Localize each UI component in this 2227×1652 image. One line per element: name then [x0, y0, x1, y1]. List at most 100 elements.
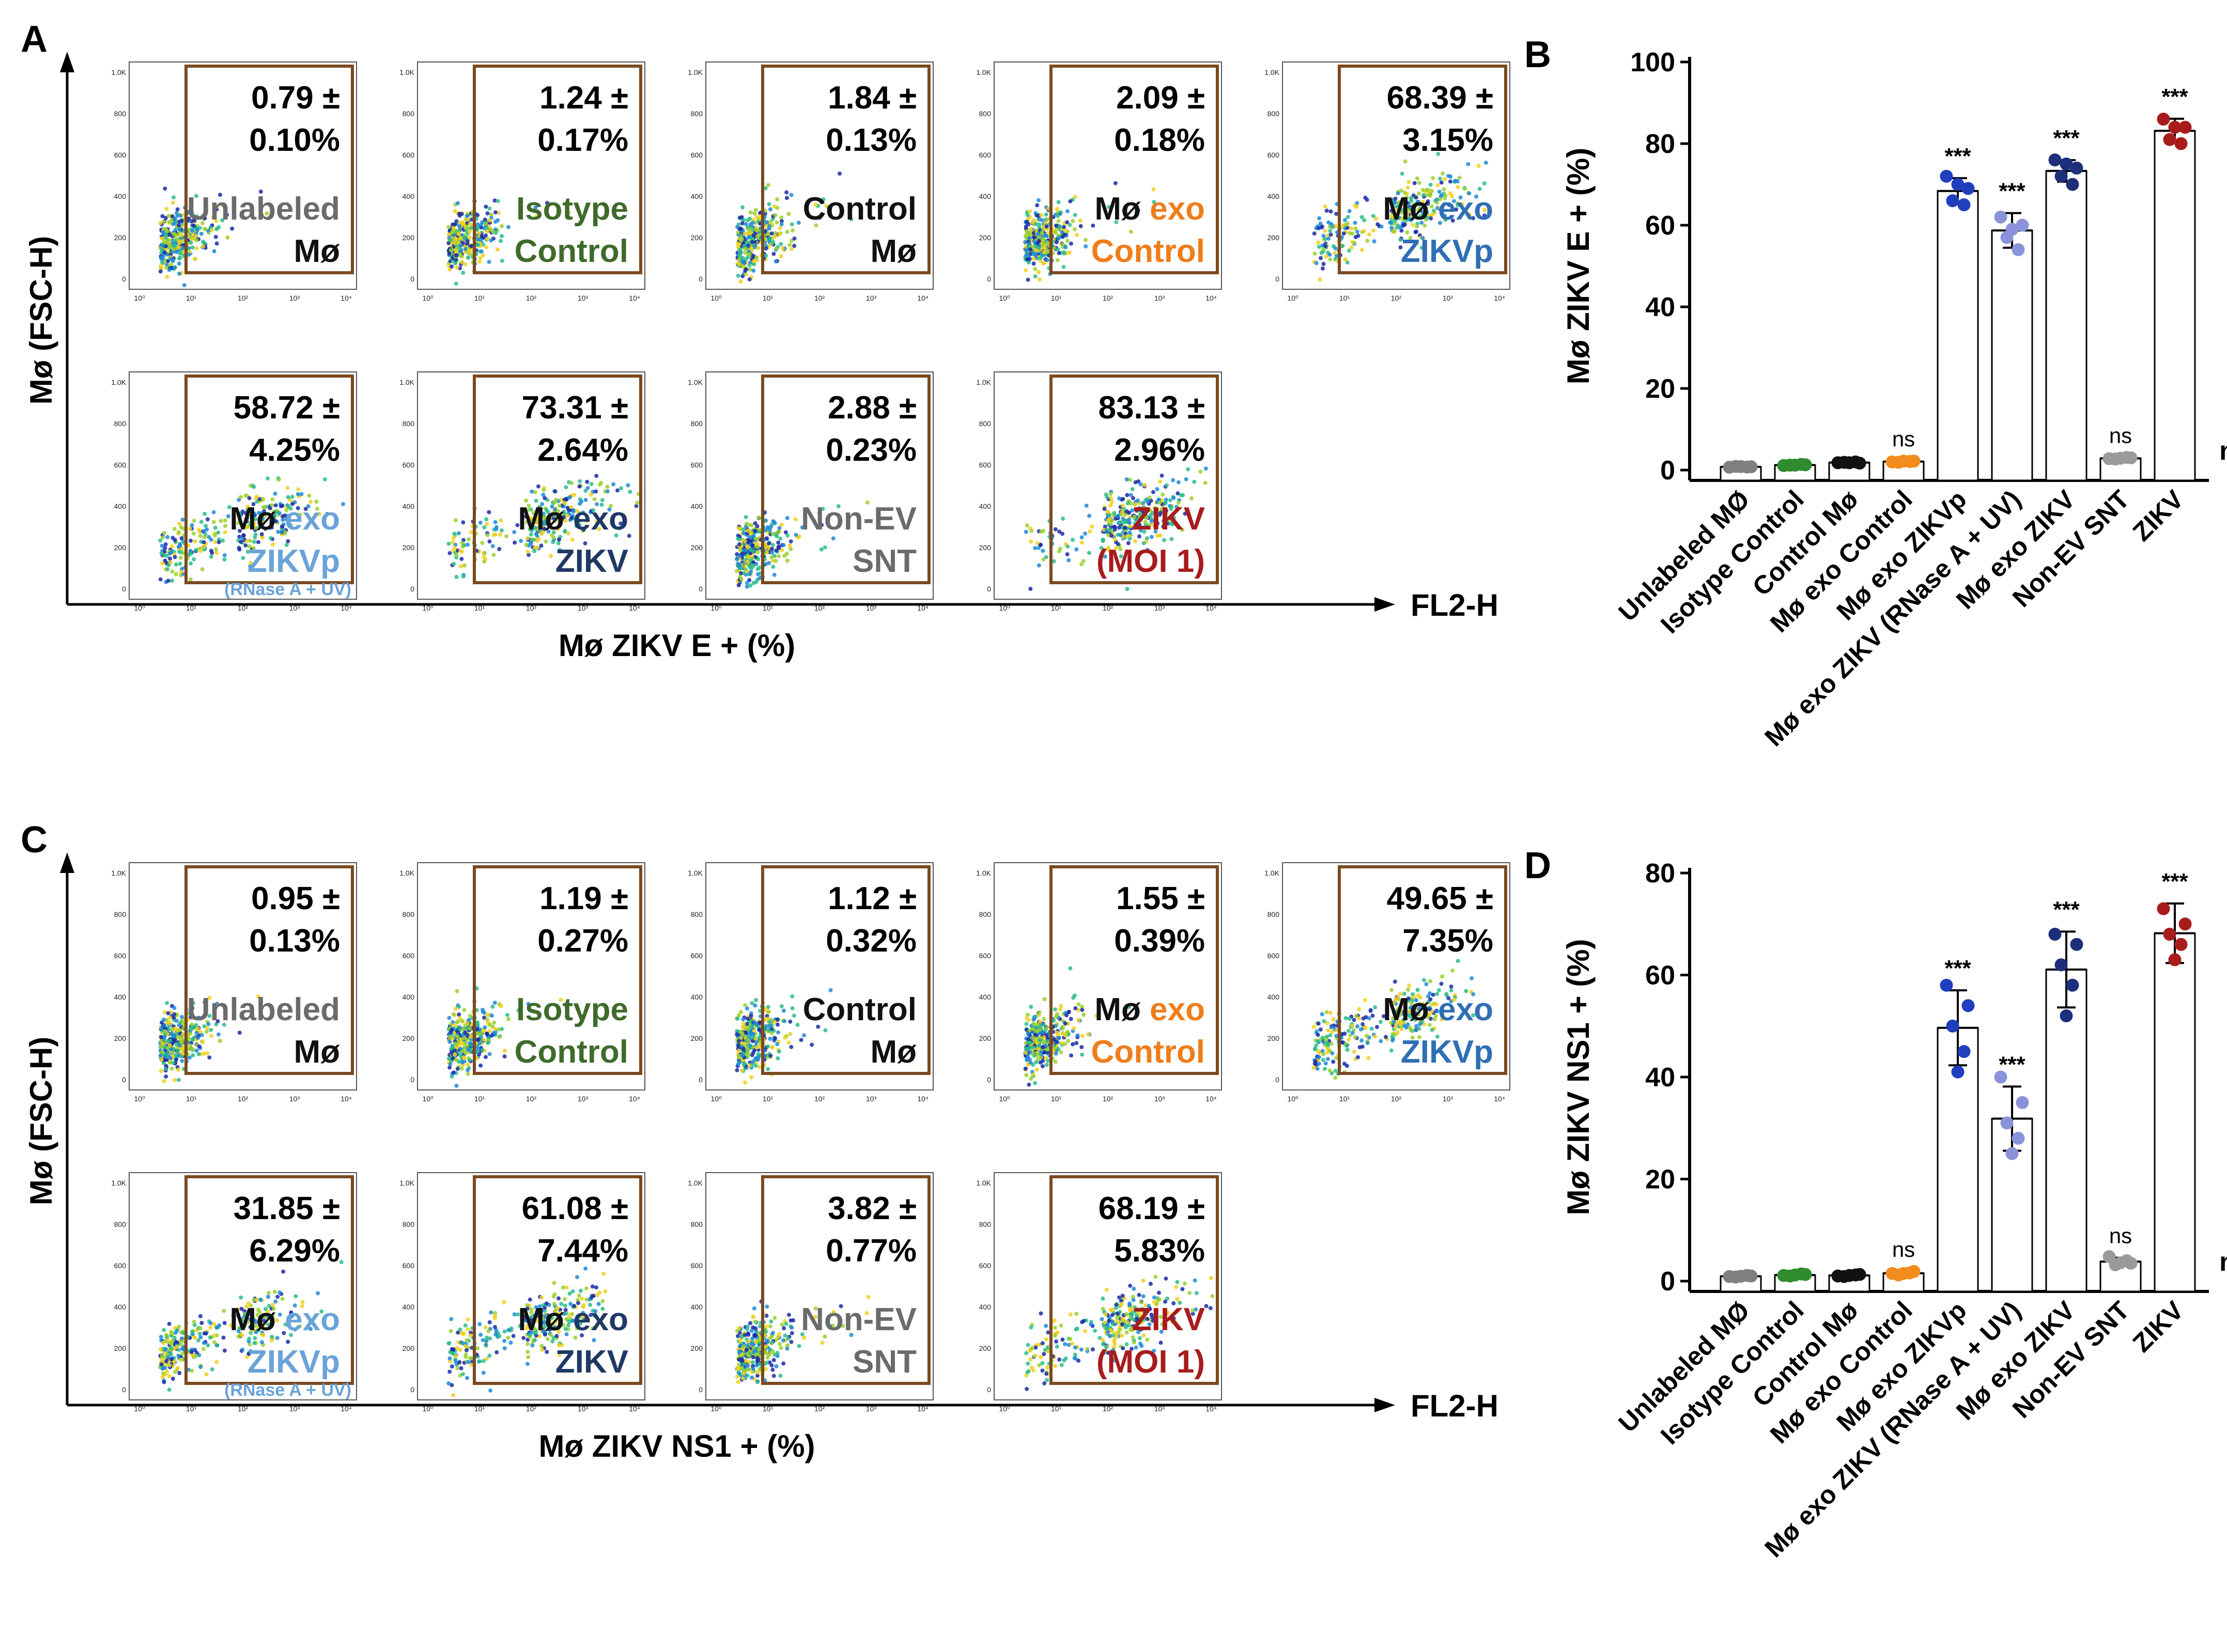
sample-label: Mø exo: [518, 501, 628, 537]
cell-dot: [495, 247, 500, 252]
cell-dot: [776, 1022, 780, 1027]
cell-dot: [1164, 483, 1169, 488]
cell-dot: [1042, 250, 1046, 255]
cell-dot: [795, 1023, 800, 1027]
cell-dot: [458, 564, 463, 569]
cell-dot: [1027, 257, 1032, 261]
cell-dot: [487, 510, 491, 515]
cell-dot: [750, 1039, 755, 1043]
cell-dot: [1328, 209, 1333, 214]
data-point: [2048, 153, 2062, 167]
x-tick-label: 10⁰: [1287, 294, 1298, 302]
cell-dot: [775, 220, 779, 225]
cell-dot: [490, 544, 495, 549]
percent-sd: 0.13%: [826, 122, 917, 158]
cell-dot: [491, 553, 496, 557]
cell-dot: [611, 482, 615, 487]
y-tick-label: 400: [691, 502, 703, 510]
cell-dot: [773, 1036, 777, 1040]
cell-dot: [1176, 491, 1180, 496]
cell-dot: [1189, 496, 1194, 501]
cell-dot: [164, 262, 169, 267]
y-axis-title: Mø ZIKV E + (%): [1561, 148, 1596, 384]
cell-dot: [1032, 239, 1037, 244]
cell-dot: [738, 226, 743, 231]
cell-dot: [789, 193, 794, 197]
cell-dot: [770, 532, 775, 536]
cell-dot: [1161, 492, 1165, 497]
cell-dot: [209, 549, 213, 553]
x-tick-label: 10⁰: [710, 294, 722, 302]
cell-dot: [1456, 959, 1460, 963]
cell-dot: [779, 222, 784, 227]
cell-dot: [176, 245, 180, 250]
cell-dot: [1042, 997, 1047, 1002]
cell-dot: [1343, 1016, 1348, 1020]
cell-dot: [180, 1037, 184, 1041]
cell-dot: [1327, 253, 1332, 257]
percent-sd: 0.23%: [826, 432, 917, 468]
cell-dot: [775, 197, 780, 201]
y-tick-label: 400: [691, 993, 703, 1001]
cell-dot: [1060, 1025, 1065, 1030]
cell-dot: [1184, 477, 1188, 481]
cell-dot: [1405, 185, 1410, 190]
cell-dot: [1457, 175, 1462, 180]
cell-dot: [1037, 1027, 1042, 1032]
x-tick-label: 10³: [578, 1095, 589, 1103]
cell-dot: [1406, 180, 1411, 184]
cell-dot: [1314, 1043, 1319, 1048]
cell-dot: [1033, 267, 1038, 271]
cell-dot: [1039, 529, 1044, 534]
data-point: [1843, 456, 1856, 470]
bar: [2154, 130, 2196, 481]
y-tick-label: 600: [114, 1261, 127, 1270]
cell-dot: [457, 1005, 461, 1009]
cell-dot: [785, 229, 790, 234]
cell-dot: [168, 1016, 173, 1020]
cell-dot: [175, 1019, 179, 1023]
cell-dot: [173, 1026, 178, 1031]
cell-dot: [740, 1041, 745, 1046]
cell-dot: [1390, 1038, 1395, 1043]
cell-dot: [744, 222, 748, 226]
cell-dot: [1045, 217, 1049, 222]
data-point: [2005, 223, 2019, 236]
cell-dot: [1056, 200, 1061, 205]
cell-dot: [752, 211, 757, 216]
cell-dot: [1024, 1051, 1028, 1055]
cell-dot: [750, 556, 755, 560]
y-tick-label: 800: [979, 419, 992, 428]
cell-dot: [174, 572, 178, 576]
significance-label: ***: [1999, 179, 2025, 204]
cell-dot: [773, 234, 778, 239]
y-tick-label: 400: [979, 993, 992, 1001]
x-tick-label: 10²: [238, 1095, 249, 1103]
cell-dot: [190, 1047, 195, 1051]
cell-dot: [1065, 220, 1070, 225]
cell-dot: [171, 1061, 176, 1065]
cell-dot: [190, 229, 195, 233]
cell-dot: [1359, 1038, 1364, 1043]
sample-label: Unlabeled: [187, 992, 340, 1027]
cell-dot: [1321, 1058, 1325, 1062]
y-tick-label: 600: [114, 151, 127, 159]
cell-dot: [512, 530, 517, 535]
cell-dot: [1060, 230, 1064, 235]
cell-dot: [199, 520, 204, 524]
cell-dot: [491, 533, 496, 537]
cell-dot: [1321, 233, 1326, 238]
cell-dot: [172, 231, 176, 236]
x-tick-label: 10¹: [1051, 604, 1062, 612]
x-tick-label: 10³: [866, 294, 877, 302]
cell-dot: [1323, 204, 1327, 209]
cell-dot: [461, 270, 466, 275]
cell-dot: [1112, 537, 1117, 542]
cell-dot: [779, 242, 783, 246]
cell-dot: [1062, 251, 1066, 256]
cell-dot: [493, 230, 498, 235]
cell-dot: [823, 1028, 828, 1033]
